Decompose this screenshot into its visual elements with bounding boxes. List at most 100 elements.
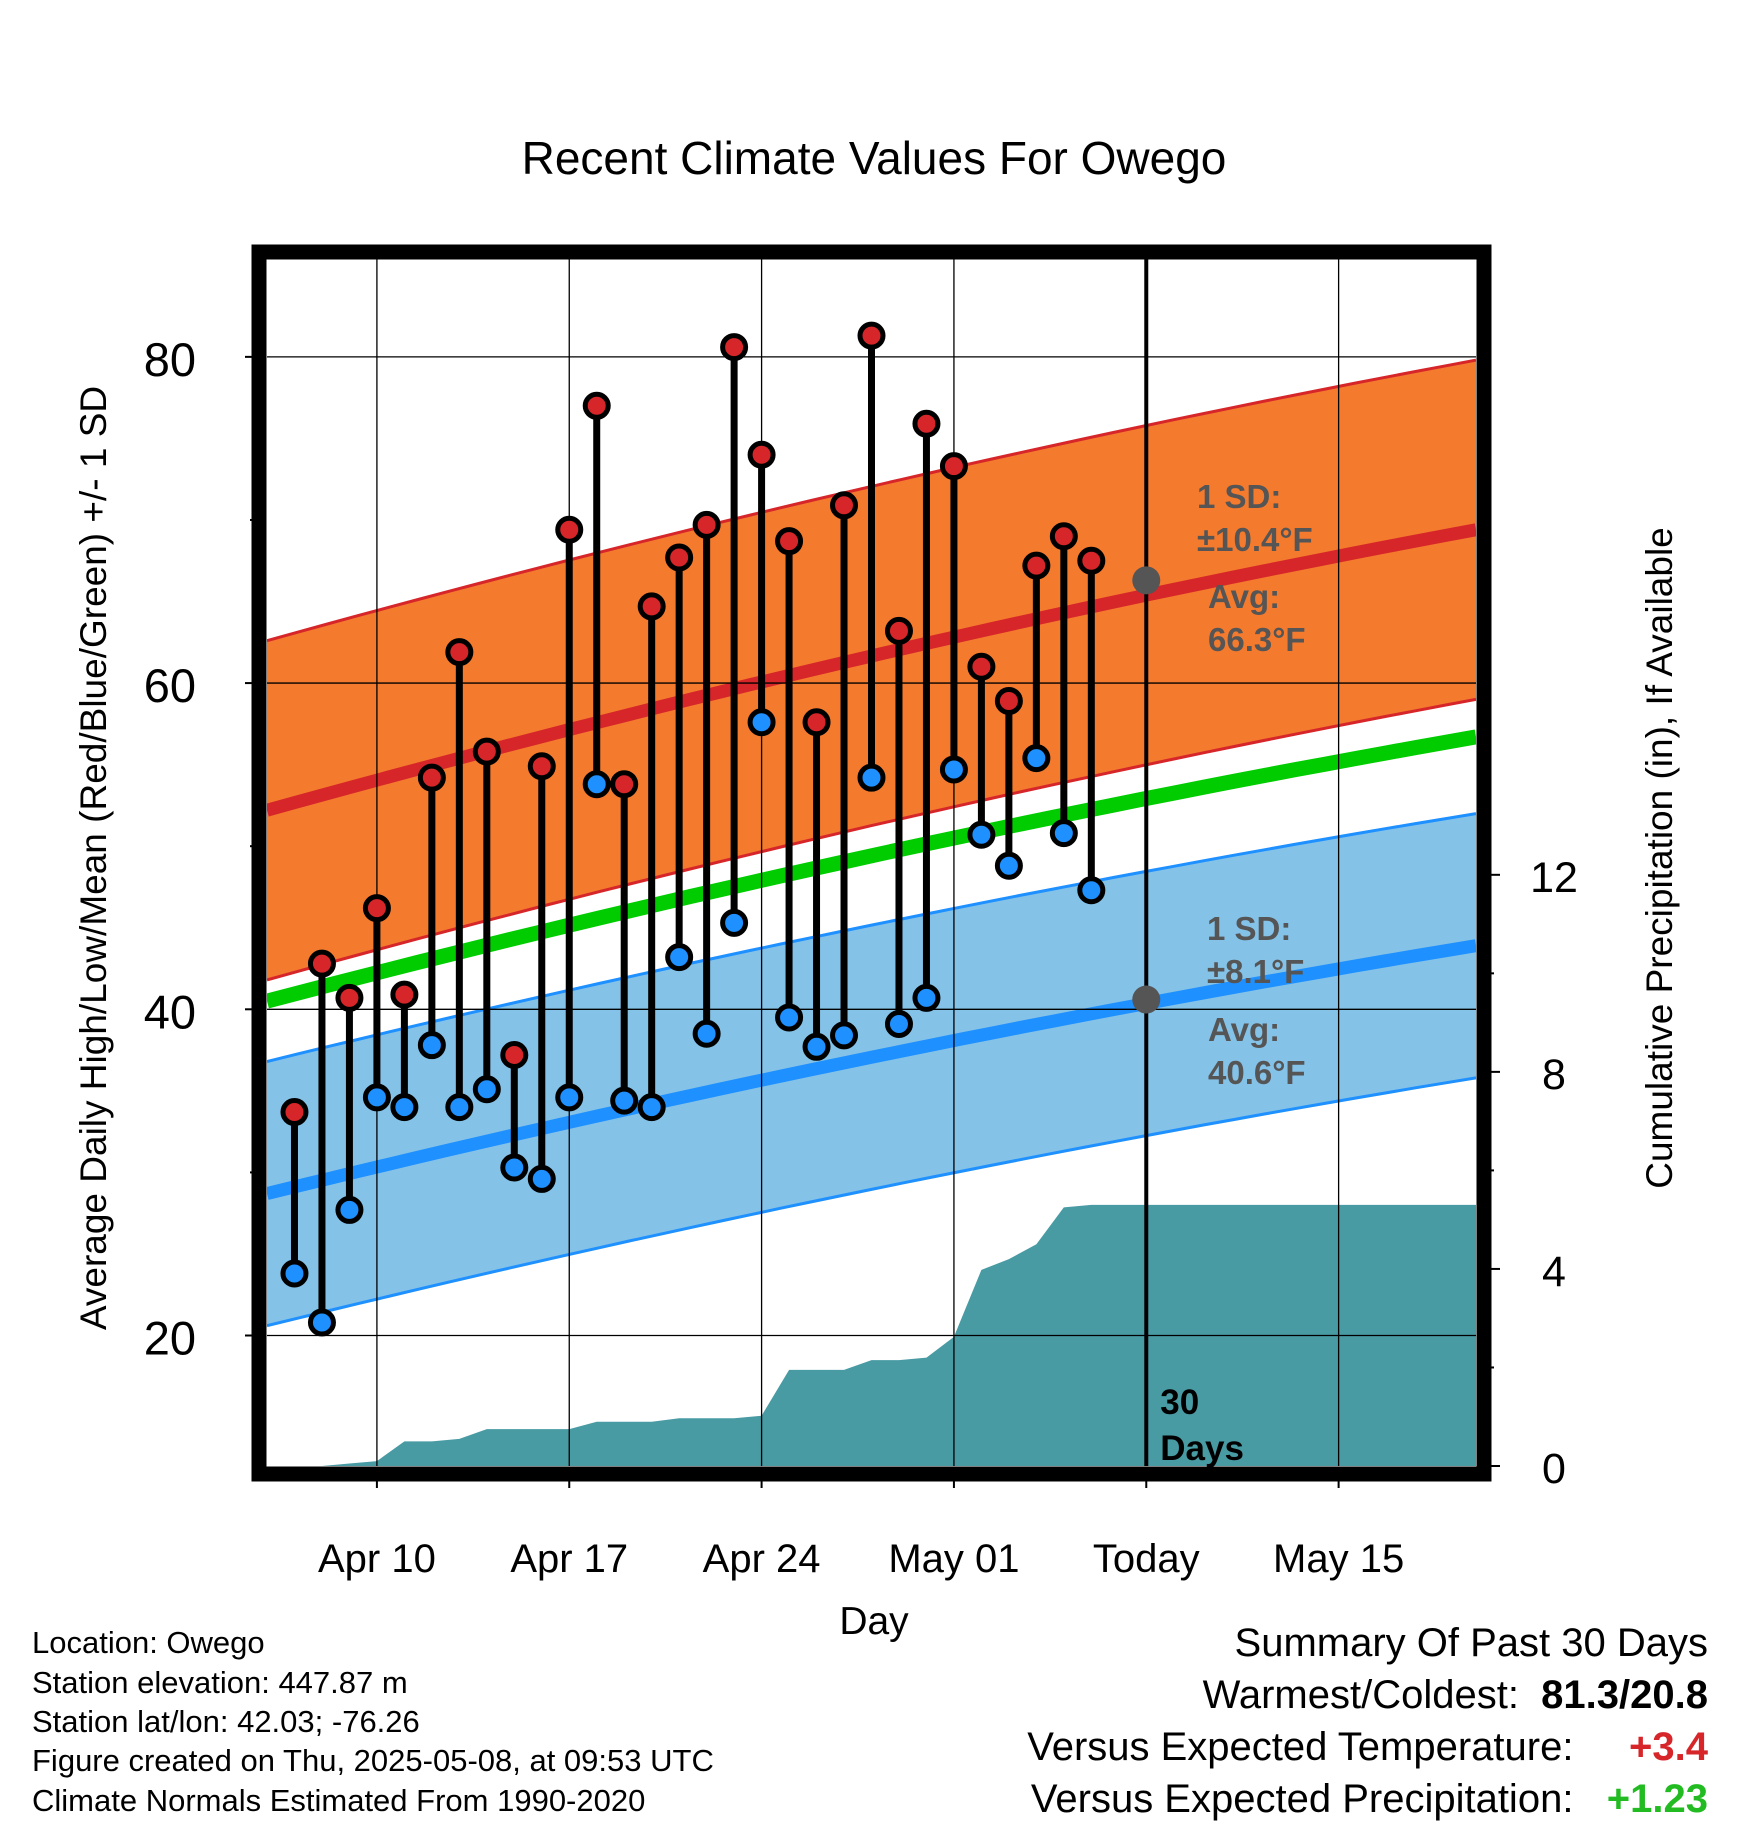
x-tick-label: Apr 24 [703, 1537, 821, 1581]
footer-normals: Climate Normals Estimated From 1990-2020 [32, 1783, 646, 1818]
plot-frame [251, 244, 1492, 1482]
high-sd-value: ±10.4°F [1197, 521, 1313, 558]
window-days-unit: Days [1160, 1429, 1244, 1468]
daily-low-point [472, 1075, 501, 1104]
daily-low-point [775, 1003, 804, 1032]
daily-high-point [720, 333, 749, 362]
daily-high-point [610, 770, 639, 799]
daily-low-point [1077, 876, 1106, 905]
daily-high-point [307, 949, 336, 978]
daily-high-point [637, 592, 666, 621]
y-tick-label: 20 [144, 1312, 196, 1365]
y2-tick-label: 0 [1542, 1445, 1566, 1493]
low-avg-label: Avg: [1208, 1011, 1280, 1048]
daily-low-point [582, 770, 611, 799]
summary-temp-row: Versus Expected Temperature: +3.4 [1027, 1722, 1708, 1772]
daily-high-point [857, 321, 886, 350]
footer-created: Figure created on Thu, 2025-05-08, at 09… [32, 1743, 714, 1778]
normal-low-line [267, 939, 1476, 1200]
daily-low-point [939, 755, 968, 784]
footer-location: Location: Owego [32, 1625, 265, 1660]
daily-low-point [1022, 744, 1051, 773]
summary-precip-label: Versus Expected Precipitation: [1030, 1777, 1574, 1821]
daily-high-point [967, 652, 996, 681]
daily-low-point [637, 1093, 666, 1122]
plot-area: 1 SD: ±10.4°F Avg: 66.3°F 1 SD: ±8.1°F Avg: 40.… [144, 244, 1578, 1581]
daily-low-point [500, 1153, 529, 1182]
high-avg-label: Avg: [1208, 578, 1280, 615]
daily-low-point [857, 763, 886, 792]
y-tick-label: 60 [144, 659, 196, 712]
daily-high-point [830, 491, 859, 520]
daily-high-point [665, 543, 694, 572]
x-tick-label: Apr 10 [318, 1537, 436, 1581]
window-days-number: 30 [1160, 1383, 1199, 1422]
daily-high-point [1049, 522, 1078, 551]
daily-low-point [555, 1083, 584, 1112]
x-tick-label: May 15 [1273, 1537, 1404, 1581]
y2-tick-label: 12 [1530, 854, 1578, 902]
daily-high-point [939, 452, 968, 481]
daily-low-point [802, 1032, 831, 1061]
daily-high-point [912, 409, 941, 438]
y2-axis-title: Cumulative Precipitation (in), If Availa… [1639, 527, 1680, 1189]
daily-high-point [1077, 546, 1106, 575]
daily-high-point [527, 752, 556, 781]
footer-latlon: Station lat/lon: 42.03; -76.26 [32, 1704, 420, 1739]
x-axis-title: Day [839, 1600, 909, 1643]
high-avg-marker [1132, 566, 1161, 595]
x-tick-label: Apr 17 [510, 1537, 628, 1581]
daily-low-point [692, 1019, 721, 1048]
x-tick-label: May 01 [888, 1537, 1019, 1581]
daily-low-point [527, 1164, 556, 1193]
summary-warmest-value: 81.3/20.8 [1541, 1673, 1708, 1717]
daily-low-point [912, 983, 941, 1012]
daily-high-point [417, 763, 446, 792]
low-sd-label: 1 SD: [1207, 910, 1291, 947]
daily-low-point [362, 1083, 391, 1112]
daily-low-point [994, 851, 1023, 880]
high-sd-label: 1 SD: [1197, 478, 1281, 515]
daily-low-point [665, 943, 694, 972]
daily-low-point [307, 1308, 336, 1337]
daily-high-point [472, 737, 501, 766]
daily-low-point [830, 1021, 859, 1050]
precip-area [294, 1204, 1476, 1466]
y2-tick-label: 4 [1542, 1248, 1566, 1296]
daily-high-point [500, 1040, 529, 1069]
daily-low-point [1049, 819, 1078, 848]
footer-elevation: Station elevation: 447.87 m [32, 1665, 408, 1700]
daily-low-point [390, 1093, 419, 1122]
normal-mean-line [267, 729, 1476, 1009]
daily-high-point [1022, 551, 1051, 580]
low-avg-marker [1132, 985, 1161, 1014]
daily-low-point [967, 820, 996, 849]
summary-precip-row: Versus Expected Precipitation: +1.23 [1031, 1774, 1708, 1824]
summary-warmest-label: Warmest/Coldest: [1202, 1673, 1519, 1717]
chart-title: Recent Climate Values For Owego [522, 132, 1227, 184]
low-sd-upper-line [267, 812, 1476, 1063]
daily-high-point [775, 527, 804, 556]
daily-high-point [884, 616, 913, 645]
daily-high-point [582, 391, 611, 420]
summary-precip-value: +1.23 [1606, 1777, 1708, 1821]
high-avg-value: 66.3°F [1208, 621, 1306, 658]
daily-high-point [335, 983, 364, 1012]
daily-high-point [362, 894, 391, 923]
daily-high-point [280, 1098, 309, 1127]
daily-low-point [335, 1195, 364, 1224]
daily-high-point [994, 687, 1023, 716]
x-tick-label: Today [1093, 1537, 1200, 1581]
daily-low-point [720, 908, 749, 937]
high-sd-lower-line [267, 697, 1476, 982]
summary-title: Summary Of Past 30 Days [1234, 1621, 1708, 1665]
y-axis-title: Average Daily High/Low/Mean (Red/Blue/Gr… [73, 386, 114, 1330]
daily-high-point [555, 515, 584, 544]
daily-low-point [445, 1093, 474, 1122]
summary-temp-value: +3.4 [1629, 1725, 1708, 1769]
daily-high-point [802, 708, 831, 737]
low-sd-value: ±8.1°F [1207, 953, 1304, 990]
daily-low-point [417, 1031, 446, 1060]
daily-low-point [747, 708, 776, 737]
